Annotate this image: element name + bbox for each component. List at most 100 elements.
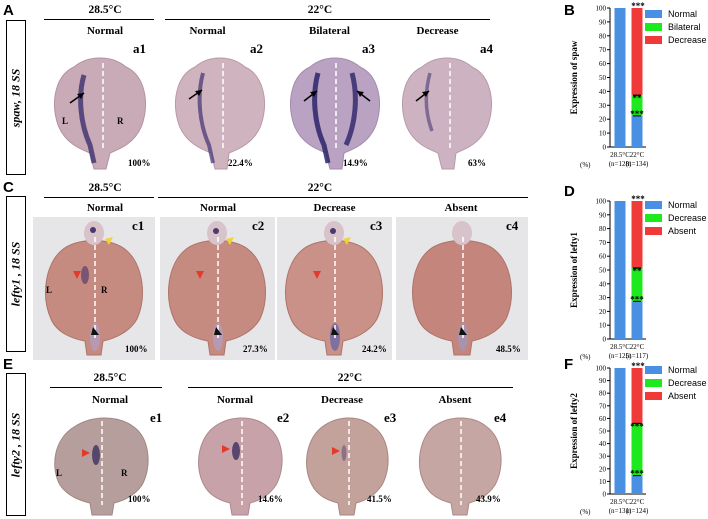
percentage-e2: 14.6% xyxy=(258,494,283,504)
y-tick-label: 40 xyxy=(599,440,607,448)
side-label-left: L xyxy=(56,468,63,478)
y-tick-label: 20 xyxy=(599,465,607,473)
y-axis-label: Expression of spaw xyxy=(569,40,579,114)
temp-header-a-cold: 22°C xyxy=(307,4,333,16)
embryo-image-c4 xyxy=(396,217,528,360)
x-tick-label: 22°C xyxy=(630,151,645,159)
x-tick-count: (n=124) xyxy=(626,507,648,515)
y-tick-label: 50 xyxy=(599,74,607,82)
temp-header-e-control: 28.5°C xyxy=(93,372,127,384)
category-label-a1: Normal xyxy=(86,25,124,37)
temp-underline xyxy=(50,387,162,388)
legend-swatch xyxy=(645,365,662,374)
side-label-left: L xyxy=(46,285,53,295)
legend-item-normal: Normal xyxy=(645,198,707,211)
temp-header-e-cold: 22°C xyxy=(337,372,363,384)
y-tick-label: 80 xyxy=(599,32,607,40)
y-tick-label: 100 xyxy=(596,365,607,373)
panel-label-f: F xyxy=(564,356,574,373)
y-tick-label: 100 xyxy=(596,198,607,206)
y-tick-label: 50 xyxy=(599,267,607,275)
y-tick-label: 70 xyxy=(599,402,607,410)
x-tick-count: (n=128) xyxy=(609,160,632,168)
sub-label-e1: e1 xyxy=(150,410,163,425)
bar-segment-decrease xyxy=(631,8,643,96)
bar-segment-normal xyxy=(631,475,643,494)
embryo-image-e1 xyxy=(38,405,163,517)
panel-label-b: B xyxy=(564,2,575,19)
embryo-image-e3 xyxy=(296,405,400,517)
legend-label: Bilateral xyxy=(668,21,701,32)
significance-mark: ** xyxy=(633,93,643,103)
legend-lefty2: Normal Decrease Absent xyxy=(645,363,707,402)
sub-label-a4: a4 xyxy=(480,41,493,56)
significance-mark: *** xyxy=(631,361,645,371)
panel-label-c: C xyxy=(3,179,14,196)
y-tick-label: 10 xyxy=(599,130,607,138)
legend-label: Decrease xyxy=(668,34,707,45)
legend-label: Normal xyxy=(668,364,698,375)
sub-label-e2: e2 xyxy=(277,410,290,425)
temp-underline xyxy=(165,19,490,20)
y-axis-label: Expression of lefty1 xyxy=(569,232,579,308)
legend-item-normal: Normal xyxy=(645,7,707,20)
gene-label-box-lefty2: lefty2 , 18 SS xyxy=(6,373,26,516)
category-label-a2: Normal xyxy=(189,25,226,37)
side-label-right: R xyxy=(117,116,124,126)
significance-mark: *** xyxy=(630,421,644,431)
panel-label-a: A xyxy=(3,2,14,19)
chart-lefty2-expression: Expression of lefty2 0 10 20 30 40 50 60 70 80 90 1… xyxy=(569,361,648,516)
legend-item-normal: Normal xyxy=(645,363,707,376)
percentage-c1: 100% xyxy=(125,344,148,354)
side-label-right: R xyxy=(121,468,128,478)
percentage-a1: 100% xyxy=(128,158,151,168)
y-tick-label: 20 xyxy=(599,116,607,124)
bar-segment-normal xyxy=(614,368,626,494)
percentage-a3: 14.9% xyxy=(343,158,368,168)
significance-mark: *** xyxy=(631,1,645,11)
percentage-a2: 22.4% xyxy=(228,158,253,168)
x-tick-count: (n=117) xyxy=(626,352,648,360)
legend-item-decrease: Decrease xyxy=(645,211,707,224)
embryo-image-c3 xyxy=(277,217,392,360)
bar-segment-normal xyxy=(614,8,626,147)
bar-segment-absent xyxy=(631,201,643,268)
significance-mark: *** xyxy=(631,194,645,204)
y-tick-label: 80 xyxy=(599,225,607,233)
y-tick-label: 30 xyxy=(599,453,607,461)
legend-swatch xyxy=(645,378,662,387)
embryo-image-c1 xyxy=(33,217,155,360)
sub-label-e3: e3 xyxy=(384,410,397,425)
category-label-e1: Normal xyxy=(91,394,129,406)
significance-mark: *** xyxy=(630,109,644,119)
y-tick-label: 90 xyxy=(599,377,607,385)
legend-spaw: Normal Bilateral Decrease xyxy=(645,7,707,46)
legend-label: Decrease xyxy=(668,212,707,223)
gene-label-spaw: spaw, 18 SS xyxy=(8,68,23,127)
y-tick-label: 100 xyxy=(596,5,607,13)
x-tick-label: 28.5°C xyxy=(610,498,630,506)
legend-swatch xyxy=(645,9,662,18)
temp-underline xyxy=(44,19,154,20)
percentage-e1: 100% xyxy=(128,494,151,504)
legend-swatch xyxy=(645,226,662,235)
embryo-image-a1 xyxy=(40,45,160,175)
y-tick-label: 90 xyxy=(599,18,607,26)
legend-swatch xyxy=(645,200,662,209)
gene-label-lefty2: lefty2 , 18 SS xyxy=(8,412,23,477)
temp-header-a-control: 28.5°C xyxy=(88,4,122,16)
embryo-image-a3 xyxy=(280,45,390,175)
percentage-a4: 63% xyxy=(468,158,486,168)
legend-item-bilateral: Bilateral xyxy=(645,20,707,33)
legend-item-decrease: Decrease xyxy=(645,376,707,389)
side-label-left: L xyxy=(62,116,69,126)
category-label-e4: Absent xyxy=(438,394,472,406)
sub-label-a1: a1 xyxy=(133,41,146,56)
sub-label-e4: e4 xyxy=(494,410,507,425)
legend-swatch xyxy=(645,35,662,44)
sub-label-a3: a3 xyxy=(362,41,375,56)
x-tick-label: 28.5°C xyxy=(610,151,630,159)
sub-label-c4: c4 xyxy=(506,218,519,233)
embryo-image-a2 xyxy=(165,45,275,175)
bar-segment-decrease xyxy=(631,423,643,476)
